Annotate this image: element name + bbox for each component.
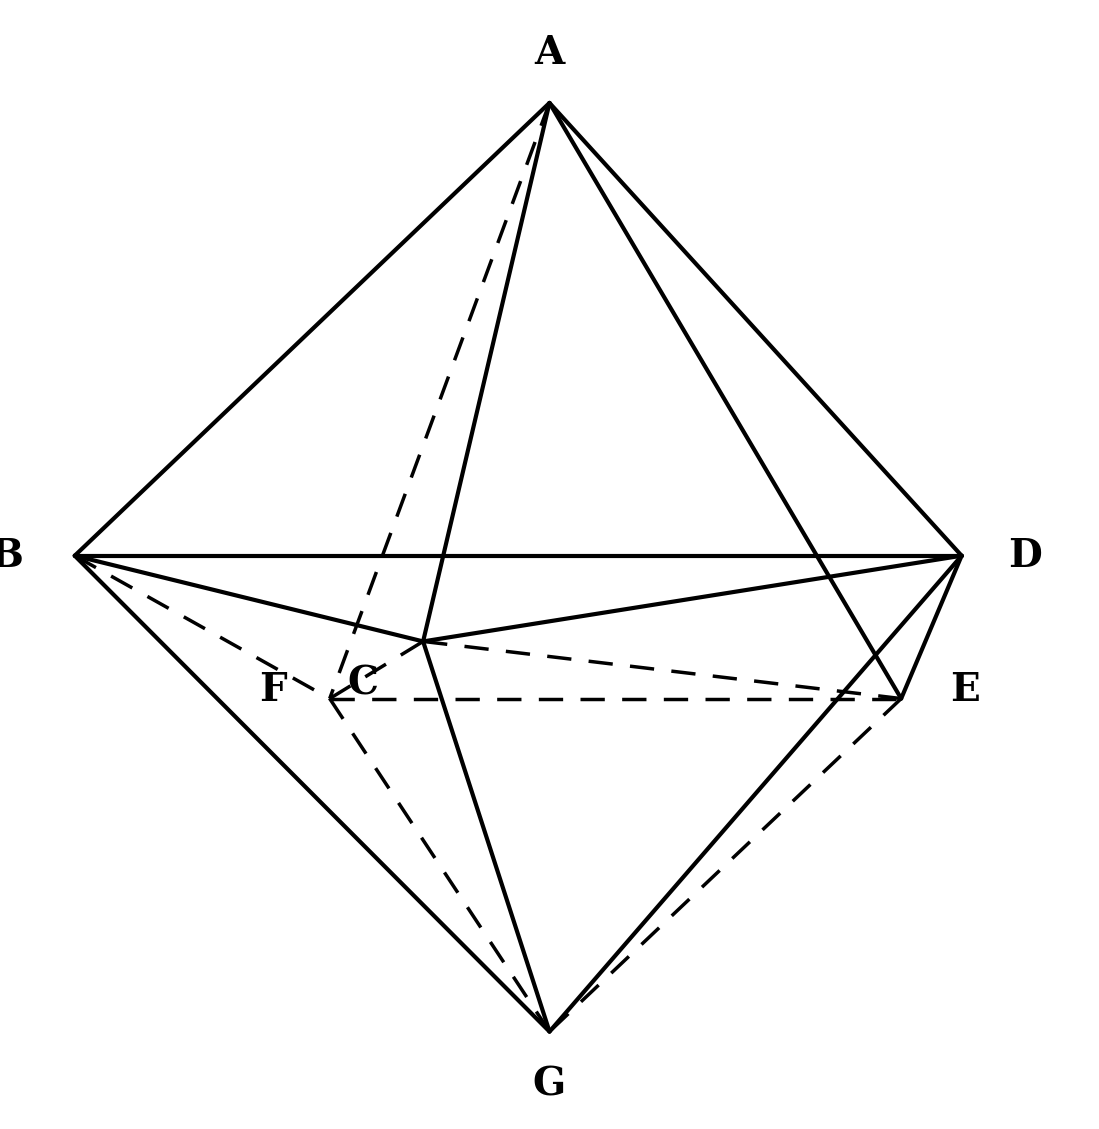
- Text: G: G: [533, 1066, 566, 1103]
- Text: D: D: [1009, 536, 1042, 575]
- Text: C: C: [347, 664, 378, 702]
- Text: E: E: [950, 671, 980, 709]
- Text: F: F: [258, 671, 287, 709]
- Text: A: A: [534, 35, 565, 72]
- Text: B: B: [0, 536, 23, 575]
